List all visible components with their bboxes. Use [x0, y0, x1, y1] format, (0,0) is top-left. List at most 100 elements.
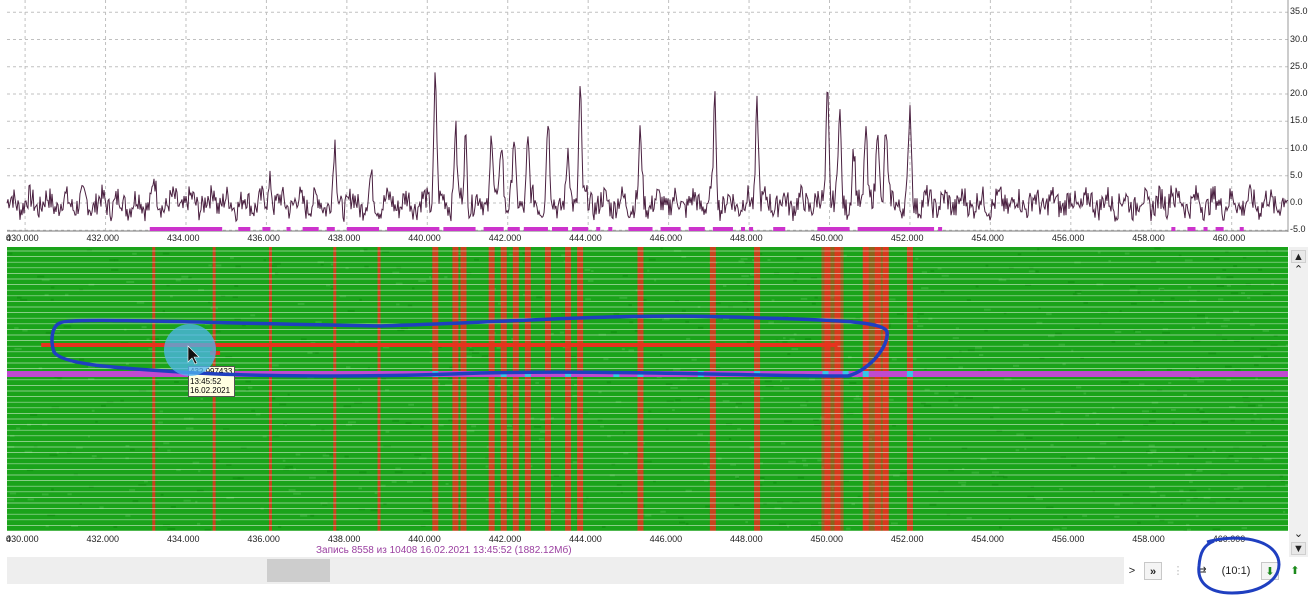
waterfall-speck [849, 381, 857, 384]
waterfall-speck [27, 498, 34, 501]
waterfall-speck [79, 358, 85, 361]
next-button[interactable]: > [1128, 565, 1136, 577]
waterfall-speck [383, 445, 391, 448]
upload-arrow-icon[interactable]: ⬆ [1290, 565, 1300, 577]
waterfall-speck [309, 476, 316, 479]
waterfall-speck [810, 277, 818, 280]
waterfall-speck [1159, 519, 1165, 522]
peak-band [452, 247, 459, 531]
waterfall-speck [343, 405, 352, 408]
waterfall-speck [241, 324, 246, 327]
waterfall-speck [679, 521, 686, 524]
horizontal-scrollbar[interactable] [7, 557, 1124, 584]
waterfall-speck [1187, 286, 1192, 289]
swap-icon[interactable]: ⇄ [1197, 565, 1207, 577]
peak-band [906, 247, 913, 531]
waterfall-speck [1076, 436, 1080, 439]
waterfall-speck [793, 279, 797, 282]
waterfall-speck [644, 460, 652, 463]
x-tick-label: 448.000 [730, 534, 763, 544]
waterfall-speck [114, 259, 119, 262]
x-tick-label: 446.000 [649, 534, 683, 544]
signal-marker [326, 227, 335, 231]
waterfall-speck [237, 477, 244, 480]
waterfall-speck [1047, 335, 1055, 338]
waterfall-speck [891, 358, 897, 361]
waterfall-speck [1095, 422, 1100, 425]
waterfall-speck [603, 358, 609, 361]
x-tick-label: 432.000 [86, 534, 120, 544]
up-arrow-icon[interactable]: ⌃ [1293, 264, 1304, 276]
waterfall-speck [381, 378, 387, 381]
waterfall-speck [330, 288, 336, 291]
down-arrow-icon[interactable]: ⌄ [1293, 528, 1304, 540]
waterfall-speck [1035, 498, 1043, 501]
waterfall-speck [240, 446, 247, 449]
waterfall-speck [721, 382, 729, 385]
waterfall-speck [195, 500, 198, 503]
pin-icon[interactable]: ⋮ [1172, 565, 1184, 577]
waterfall-speck [1152, 410, 1156, 413]
waterfall-speck [339, 295, 347, 298]
waterfall-speck [1189, 480, 1193, 483]
waterfall-speck [1155, 515, 1160, 518]
waterfall-speck [468, 349, 474, 352]
waterfall-speck [67, 493, 72, 496]
waterfall-speck [418, 280, 427, 283]
y-tick-label: 15.0 [1290, 115, 1308, 126]
scrollbar-thumb[interactable] [267, 559, 330, 582]
waterfall-speck [1072, 293, 1078, 296]
waterfall-speck [1114, 515, 1120, 518]
waterfall-speck [354, 401, 363, 404]
signal-marker [572, 227, 589, 231]
waterfall-speck [784, 420, 792, 423]
waterfall-speck [654, 279, 657, 282]
waterfall-speck [800, 404, 807, 407]
waterfall-speck [273, 262, 281, 265]
waterfall-speck [996, 475, 1005, 478]
waterfall-speck [1146, 450, 1153, 453]
waterfall-speck [1046, 506, 1054, 509]
waterfall-speck [961, 483, 966, 486]
waterfall-speck [1083, 301, 1088, 304]
peak-band [333, 247, 337, 531]
waterfall-speck [1122, 439, 1130, 442]
waterfall-speck [396, 303, 400, 306]
signal-marker [262, 227, 271, 231]
waterfall-speck [606, 381, 612, 384]
waterfall-speck [675, 399, 681, 402]
waterfall-speck [509, 431, 514, 434]
waterfall-speck [1130, 285, 1136, 288]
waterfall-speck [9, 492, 17, 495]
ratio-label[interactable]: (10:1) [1221, 565, 1251, 577]
waterfall-speck [1074, 327, 1080, 330]
waterfall-speck [132, 252, 137, 255]
x-tick-label: 440.000 [408, 534, 441, 544]
waterfall-speck [325, 284, 331, 287]
waterfall-vertical-scrollbar[interactable]: ▲ ⌃ ⌄ ▼ [1289, 247, 1308, 557]
waterfall-speck [1135, 330, 1142, 333]
waterfall-speck [50, 298, 54, 301]
waterfall-speck [162, 310, 165, 313]
waterfall-speck [538, 438, 545, 441]
double-up-arrow-icon[interactable]: ▲ [1291, 250, 1306, 263]
waterfall-speck [1003, 476, 1008, 479]
waterfall-speck [414, 453, 422, 456]
signal-marker [443, 227, 476, 231]
waterfall-speck [1156, 389, 1163, 392]
waterfall-speck [271, 397, 276, 400]
waterfall-speck [805, 400, 809, 403]
fast-forward-button[interactable]: » [1144, 562, 1162, 580]
waterfall-speck [665, 383, 673, 386]
highlighted-row-peak [613, 371, 620, 377]
waterfall-speck [167, 527, 176, 530]
peak-band [512, 247, 519, 531]
double-down-arrow-icon[interactable]: ▼ [1291, 542, 1306, 555]
highlighted-row-peak [500, 371, 507, 377]
waterfall-speck [768, 321, 774, 324]
waterfall-speck [540, 418, 547, 421]
download-arrow-icon[interactable]: ⬇ [1261, 562, 1279, 580]
spectrum-chart[interactable] [0, 0, 1308, 245]
waterfall-speck [1188, 299, 1197, 302]
waterfall-speck [1060, 456, 1067, 459]
